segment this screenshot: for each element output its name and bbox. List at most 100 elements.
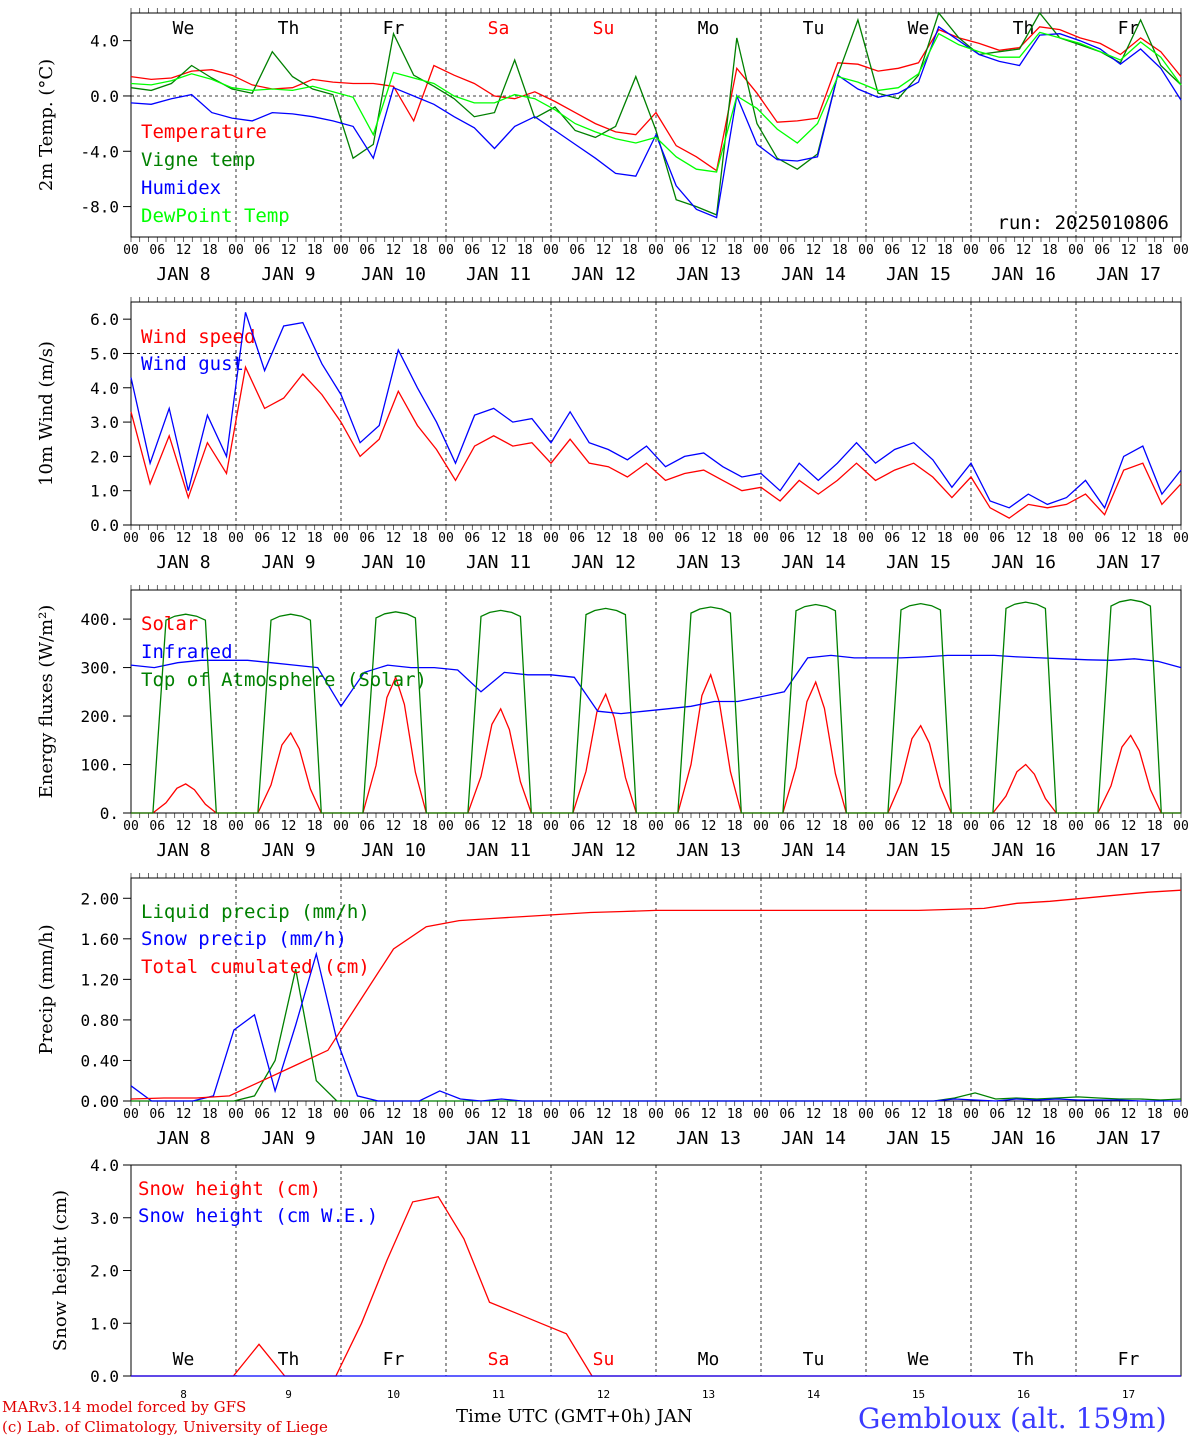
y-tick-label: 4.0 (90, 379, 119, 398)
hour-label: 06 (569, 819, 585, 834)
hour-label: 12 (911, 819, 927, 834)
hour-label: 12 (491, 531, 507, 546)
date-label: JAN 13 (676, 840, 741, 861)
series-line-energy-0 (131, 672, 1181, 814)
date-label: JAN 8 (156, 840, 210, 861)
panel-snow: 0.0 1.0 2.0 3.0 4.0 Snow height (cm) We 8 Th 9 Fr 1… (50, 1156, 1182, 1401)
hour-label: 12 (806, 531, 822, 546)
station-name: Gembloux (alt. 159m) (858, 1402, 1167, 1435)
legend-entry: Humidex (141, 177, 221, 199)
hour-label: 12 (911, 1107, 927, 1122)
hour-label: 12 (491, 243, 507, 258)
run-label: run: 2025010806 (997, 212, 1169, 234)
hour-label: 12 (1016, 1107, 1032, 1122)
hour-label: 00 (228, 243, 244, 258)
legend-entry: Infrared (141, 641, 233, 663)
hour-label: 00 (648, 531, 664, 546)
hour-label: 06 (779, 1107, 795, 1122)
y-tick-label: 0.80 (80, 1011, 119, 1030)
y-tick-label: 2.0 (90, 1262, 119, 1281)
plot-frame (130, 589, 1182, 814)
hour-label: 00 (963, 1107, 979, 1122)
y-axis-label: 10m Wind (m/s) (36, 341, 57, 486)
hour-label: 18 (832, 243, 848, 258)
weekday-label: Th (278, 1349, 300, 1370)
y-tick-label: -4.0 (80, 142, 119, 161)
hour-label: 06 (1094, 531, 1110, 546)
hour-label: 12 (806, 1107, 822, 1122)
date-label: JAN 11 (466, 552, 531, 573)
hour-label: 06 (464, 1107, 480, 1122)
y-tick-label: 0.40 (80, 1051, 119, 1070)
series-line-wind-1 (130, 312, 1182, 510)
hour-label: 00 (228, 531, 244, 546)
hour-label: 00 (753, 531, 769, 546)
hour-label: 00 (543, 243, 559, 258)
y-tick-label: 200. (80, 707, 119, 726)
credit-line-1: MARv3.14 model forced by GFS (2, 1398, 246, 1416)
hour-label: 00 (1173, 819, 1189, 834)
date-label: JAN 11 (466, 1128, 531, 1149)
hour-label: 12 (1121, 819, 1137, 834)
legend-entry: Liquid precip (mm/h) (141, 901, 370, 923)
y-tick-label: 0.0 (90, 516, 119, 535)
hour-label: 18 (517, 531, 533, 546)
hour-label: 06 (674, 1107, 690, 1122)
date-label: JAN 11 (466, 840, 531, 861)
hour-label: 06 (464, 243, 480, 258)
hour-label: 12 (491, 819, 507, 834)
hour-label: 06 (674, 531, 690, 546)
hour-label: 00 (438, 243, 454, 258)
y-tick-label: 0. (100, 804, 119, 823)
y-tick-label: 3.0 (90, 413, 119, 432)
weekday-label: We (908, 18, 930, 39)
hour-label: 18 (1042, 243, 1058, 258)
weekday-label: We (908, 1349, 930, 1370)
y-tick-label: -8.0 (80, 198, 119, 217)
hour-label: 00 (438, 819, 454, 834)
legend-entry: Snow precip (mm/h) (141, 928, 347, 950)
hour-label: 06 (254, 1107, 270, 1122)
hour-label: 18 (307, 531, 323, 546)
hour-label: 12 (386, 531, 402, 546)
hour-label: 06 (884, 1107, 900, 1122)
legend-entry: Snow height (cm) (138, 1178, 321, 1200)
panel-energy: 0. 100. 200. 300. 400. Energy fluxes (W/m²) 00… (36, 585, 1189, 861)
hour-label: 00 (123, 819, 139, 834)
date-label: JAN 9 (261, 840, 315, 861)
hour-label: 12 (281, 1107, 297, 1122)
hour-label: 00 (753, 1107, 769, 1122)
hour-label: 12 (281, 531, 297, 546)
date-label: JAN 9 (261, 1128, 315, 1149)
hour-label: 00 (1173, 243, 1189, 258)
hour-label: 12 (806, 819, 822, 834)
legend-entry: DewPoint Temp (141, 205, 290, 227)
weekday-label: Sa (488, 18, 510, 39)
hour-label: 00 (123, 243, 139, 258)
hour-label: 12 (1121, 1107, 1137, 1122)
hour-label: 18 (1042, 1107, 1058, 1122)
hour-label: 00 (543, 531, 559, 546)
hour-label: 18 (727, 531, 743, 546)
weekday-label: Th (1013, 18, 1035, 39)
y-tick-label: 2.00 (80, 889, 119, 908)
hour-label: 12 (911, 531, 927, 546)
hour-label: 18 (202, 531, 218, 546)
legend-entry: Vigne temp (141, 149, 255, 171)
hour-label: 18 (307, 819, 323, 834)
date-label: JAN 10 (361, 1128, 426, 1149)
hour-label: 12 (281, 819, 297, 834)
hour-label: 00 (1068, 531, 1084, 546)
hour-label: 06 (884, 819, 900, 834)
hour-label: 06 (464, 819, 480, 834)
hour-label: 12 (596, 819, 612, 834)
y-tick-label: 0.0 (90, 87, 119, 106)
hour-label: 00 (648, 819, 664, 834)
hour-label: 18 (622, 243, 638, 258)
hour-label: 12 (386, 819, 402, 834)
y-axis-label: 2m Temp. (°C) (36, 59, 57, 191)
hour-label: 06 (149, 531, 165, 546)
hour-label: 18 (517, 1107, 533, 1122)
hour-label: 00 (333, 819, 349, 834)
date-label: JAN 9 (261, 552, 315, 573)
